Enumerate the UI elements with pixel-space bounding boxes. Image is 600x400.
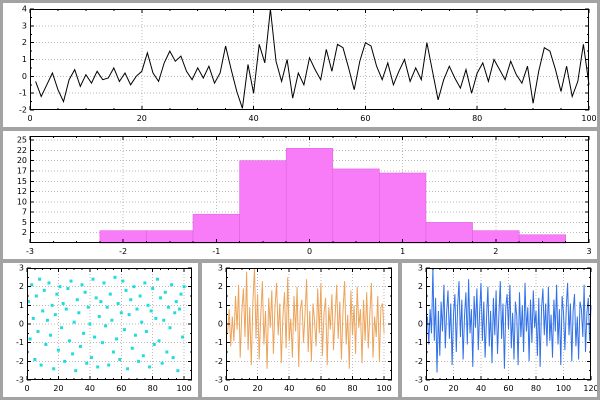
panel-histogram: -3 -2 -1 0 1 2 3 2 5 7 10 12 15 17 20 22 25: [3, 131, 597, 259]
svg-text:-1: -1: [415, 338, 423, 347]
svg-text:80: 80: [148, 384, 158, 393]
svg-text:-1: -1: [215, 338, 223, 347]
svg-text:0: 0: [307, 247, 312, 256]
svg-text:12: 12: [17, 187, 27, 196]
svg-text:-1: -1: [19, 89, 27, 98]
svg-text:3: 3: [586, 247, 591, 256]
svg-text:-1: -1: [212, 247, 220, 256]
svg-text:3: 3: [418, 264, 423, 273]
svg-text:3: 3: [19, 264, 24, 273]
svg-text:20: 20: [253, 384, 263, 393]
svg-text:0: 0: [22, 72, 27, 81]
svg-text:-3: -3: [215, 376, 223, 385]
top-line-chart: 0 20 40 60 80 100 -2 -1 0 1 2 3 4: [19, 5, 597, 124]
svg-text:1: 1: [19, 301, 24, 310]
svg-text:-3: -3: [16, 376, 24, 385]
svg-text:0: 0: [423, 384, 428, 393]
svg-text:-3: -3: [26, 247, 34, 256]
svg-text:25: 25: [17, 136, 27, 145]
panel-scatter: 0 20 40 60 80 100 -3 -2 -1 0 1 2 3: [3, 263, 198, 397]
svg-text:1: 1: [22, 55, 27, 64]
svg-text:40: 40: [476, 384, 486, 393]
svg-text:2: 2: [493, 247, 498, 256]
svg-text:1: 1: [418, 301, 423, 310]
svg-text:100: 100: [177, 384, 192, 393]
svg-text:40: 40: [85, 384, 95, 393]
svg-text:80: 80: [531, 384, 541, 393]
svg-text:0: 0: [223, 384, 228, 393]
svg-text:100: 100: [581, 114, 596, 123]
svg-text:-2: -2: [16, 357, 24, 366]
svg-text:20: 20: [448, 384, 458, 393]
svg-text:0: 0: [418, 320, 423, 329]
svg-text:15: 15: [17, 177, 27, 186]
svg-text:-2: -2: [415, 357, 423, 366]
svg-text:4: 4: [22, 5, 27, 14]
svg-text:-3: -3: [415, 376, 423, 385]
svg-text:60: 60: [116, 384, 126, 393]
svg-text:100: 100: [556, 384, 571, 393]
svg-text:2: 2: [218, 282, 223, 291]
svg-text:7: 7: [22, 208, 27, 217]
svg-text:0: 0: [27, 114, 32, 123]
svg-text:20: 20: [53, 384, 63, 393]
svg-text:5: 5: [22, 218, 27, 227]
panel-top-line: 0 20 40 60 80 100 -2 -1 0 1 2 3 4: [3, 3, 597, 127]
svg-text:80: 80: [472, 114, 482, 123]
svg-text:3: 3: [22, 21, 27, 30]
svg-text:20: 20: [137, 114, 147, 123]
svg-text:80: 80: [347, 384, 357, 393]
svg-text:1: 1: [218, 301, 223, 310]
svg-text:0: 0: [19, 320, 24, 329]
svg-text:10: 10: [17, 197, 27, 206]
svg-text:-2: -2: [215, 357, 223, 366]
svg-text:60: 60: [360, 114, 370, 123]
svg-text:100: 100: [376, 384, 391, 393]
panel-blue-line: 0 20 40 60 80 100 120 -3 -2 -1 0 1 2 3: [402, 263, 597, 397]
svg-text:3: 3: [218, 264, 223, 273]
svg-text:60: 60: [503, 384, 513, 393]
svg-text:60: 60: [316, 384, 326, 393]
svg-text:0: 0: [218, 320, 223, 329]
svg-text:17: 17: [17, 166, 27, 175]
svg-text:-2: -2: [19, 106, 27, 115]
bottom-row: 0 20 40 60 80 100 -3 -2 -1 0 1 2 3 0 20 40 60 80 100 -3 -2-…: [3, 263, 597, 397]
svg-text:-2: -2: [119, 247, 127, 256]
svg-text:2: 2: [418, 282, 423, 291]
svg-text:120: 120: [583, 384, 597, 393]
svg-text:2: 2: [19, 282, 24, 291]
svg-text:0: 0: [24, 384, 29, 393]
blue-line-chart: 0 20 40 60 80 100 120 -3 -2 -1 0 1 2 3: [415, 264, 597, 394]
svg-text:40: 40: [249, 114, 259, 123]
svg-text:-1: -1: [16, 338, 24, 347]
svg-text:2: 2: [22, 38, 27, 47]
svg-text:20: 20: [17, 156, 27, 165]
svg-text:22: 22: [17, 146, 27, 155]
svg-text:1: 1: [400, 247, 405, 256]
svg-text:40: 40: [284, 384, 294, 393]
panel-orange-line: 0 20 40 60 80 100 -3 -2 -1 0 1 2 3: [202, 263, 398, 397]
svg-text:2: 2: [22, 228, 27, 237]
cyan-scatter-chart: 0 20 40 60 80 100 -3 -2 -1 0 1 2 3: [16, 264, 192, 393]
orange-line-chart: 0 20 40 60 80 100 -3 -2 -1 0 1 2 3: [215, 264, 392, 393]
